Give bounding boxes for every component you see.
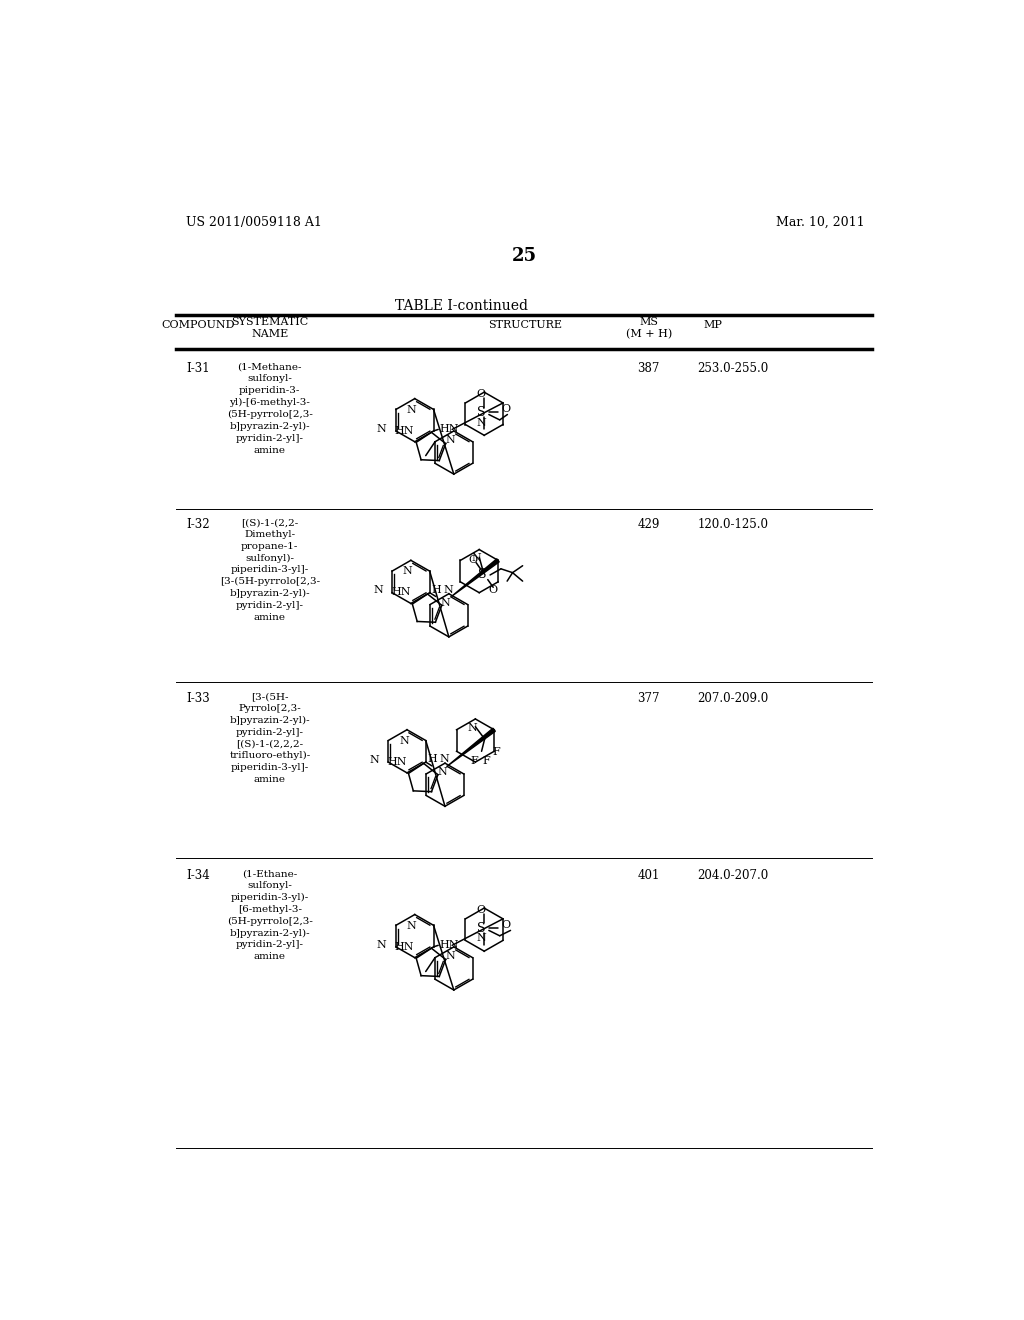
Polygon shape <box>452 558 500 597</box>
Text: N: N <box>476 933 486 944</box>
Text: TABLE I-continued: TABLE I-continued <box>394 298 527 313</box>
Text: N: N <box>467 723 477 733</box>
Text: I-33: I-33 <box>186 692 210 705</box>
Text: MP: MP <box>703 321 723 330</box>
Text: HN: HN <box>439 425 459 434</box>
Text: N: N <box>402 566 413 577</box>
Text: O: O <box>501 404 510 414</box>
Text: I-31: I-31 <box>186 363 210 375</box>
Text: 25: 25 <box>512 247 538 265</box>
Text: [3-(5H-
Pyrrolo[2,3-
b]pyrazin-2-yl)-
pyridin-2-yl]-
[(S)-1-(2,2,2-
trifluoro-et: [3-(5H- Pyrrolo[2,3- b]pyrazin-2-yl)- py… <box>229 692 310 784</box>
Text: S: S <box>477 921 485 935</box>
Text: N: N <box>445 434 456 445</box>
Text: MS
(M + H): MS (M + H) <box>626 317 672 339</box>
Text: [(S)-1-(2,2-
Dimethyl-
propane-1-
sulfonyl)-
piperidin-3-yl]-
[3-(5H-pyrrolo[2,3: [(S)-1-(2,2- Dimethyl- propane-1- sulfon… <box>220 517 319 622</box>
Text: N: N <box>377 940 387 949</box>
Text: N: N <box>445 950 456 961</box>
Text: HN: HN <box>395 426 415 436</box>
Text: N: N <box>437 767 446 777</box>
Text: N: N <box>443 585 454 595</box>
Text: N: N <box>441 598 451 607</box>
Text: HN: HN <box>387 756 407 767</box>
Polygon shape <box>447 729 496 766</box>
Text: I-32: I-32 <box>186 517 210 531</box>
Text: HN: HN <box>391 587 411 598</box>
Text: 204.0-207.0: 204.0-207.0 <box>697 869 769 882</box>
Text: N: N <box>370 755 379 764</box>
Text: O: O <box>488 585 498 595</box>
Text: N: N <box>476 417 486 428</box>
Text: O: O <box>501 920 510 931</box>
Text: N: N <box>399 737 409 746</box>
Text: O: O <box>476 904 485 915</box>
Text: 429: 429 <box>638 517 660 531</box>
Text: H: H <box>431 585 440 595</box>
Text: N: N <box>377 424 387 434</box>
Text: F: F <box>493 747 500 756</box>
Text: COMPOUND: COMPOUND <box>161 321 234 330</box>
Text: 377: 377 <box>638 692 660 705</box>
Text: SYSTEMATIC
NAME: SYSTEMATIC NAME <box>231 317 308 339</box>
Text: N: N <box>407 921 417 931</box>
Text: 120.0-125.0: 120.0-125.0 <box>697 517 769 531</box>
Text: Mar. 10, 2011: Mar. 10, 2011 <box>775 216 864 230</box>
Text: N: N <box>373 585 383 595</box>
Text: US 2011/0059118 A1: US 2011/0059118 A1 <box>186 216 322 230</box>
Text: H: H <box>427 755 437 764</box>
Text: 207.0-209.0: 207.0-209.0 <box>697 692 769 705</box>
Text: F: F <box>482 756 490 766</box>
Text: S: S <box>477 405 485 418</box>
Text: (1-Ethane-
sulfonyl-
piperidin-3-yl)-
[6-methyl-3-
(5H-pyrrolo[2,3-
b]pyrazin-2-: (1-Ethane- sulfonyl- piperidin-3-yl)- [6… <box>227 869 312 961</box>
Text: I-34: I-34 <box>186 869 210 882</box>
Text: 387: 387 <box>638 363 660 375</box>
Text: N: N <box>439 755 450 764</box>
Text: HN: HN <box>395 941 415 952</box>
Text: STRUCTURE: STRUCTURE <box>487 321 562 330</box>
Text: N: N <box>471 553 481 564</box>
Text: F: F <box>470 756 477 766</box>
Text: O: O <box>476 388 485 399</box>
Text: HN: HN <box>439 940 459 950</box>
Text: (1-Methane-
sulfonyl-
piperidin-3-
yl)-[6-methyl-3-
(5H-pyrrolo[2,3-
b]pyrazin-2: (1-Methane- sulfonyl- piperidin-3- yl)-[… <box>227 363 312 454</box>
Text: O: O <box>468 554 477 565</box>
Text: 253.0-255.0: 253.0-255.0 <box>697 363 769 375</box>
Text: N: N <box>407 405 417 414</box>
Text: S: S <box>478 569 486 582</box>
Text: 401: 401 <box>638 869 660 882</box>
